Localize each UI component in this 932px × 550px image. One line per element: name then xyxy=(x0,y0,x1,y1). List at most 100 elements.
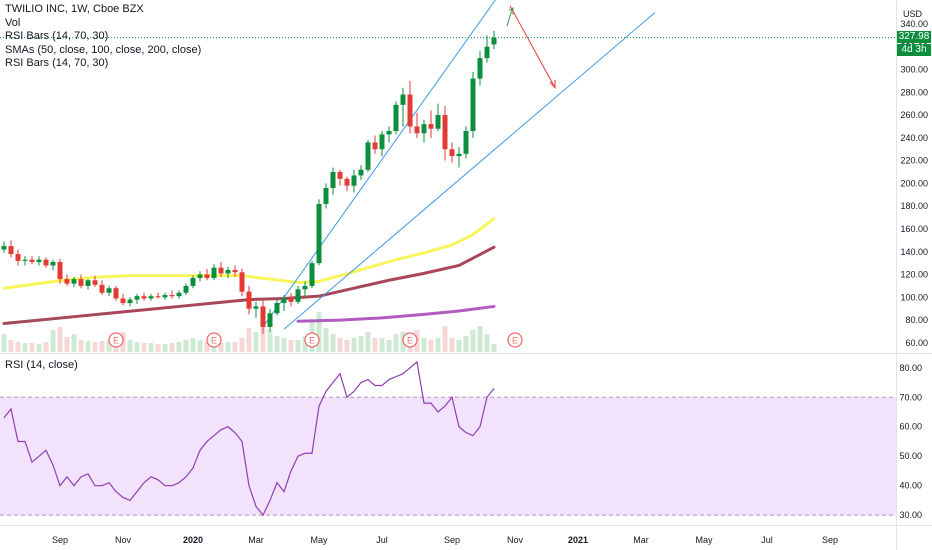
volume-bar xyxy=(386,340,392,352)
candle-body xyxy=(8,246,14,255)
volume-bar xyxy=(274,336,280,352)
price-tick-label: 160.00 xyxy=(900,224,928,234)
candle-body xyxy=(225,269,231,274)
last-price-badge: 327.98 xyxy=(897,31,931,43)
volume-bar xyxy=(449,338,455,352)
volume-bar xyxy=(155,344,161,352)
time-tick-label: Nov xyxy=(115,535,132,545)
symbol-title[interactable]: TWILIO INC, 1W, Cboe BZX xyxy=(5,3,144,15)
candle-body xyxy=(351,175,357,186)
earnings-marker xyxy=(304,332,320,348)
candle-body xyxy=(484,46,490,59)
earnings-marker-label: E xyxy=(512,336,518,346)
volume-bar xyxy=(22,343,28,352)
candle-body xyxy=(36,259,42,263)
price-tick-label: 140.00 xyxy=(900,247,928,257)
candle-body xyxy=(260,306,266,327)
countdown-badge: 4d 3h xyxy=(897,44,931,56)
price-tick-label: 120.00 xyxy=(900,270,928,280)
time-tick-label: Mar xyxy=(633,535,649,545)
volume-bar xyxy=(15,342,21,352)
volume-bar xyxy=(225,342,231,352)
volume-bar xyxy=(141,343,147,352)
volume-bar xyxy=(99,341,105,352)
volume-bar xyxy=(134,342,140,352)
candle-body xyxy=(1,246,7,250)
earnings-marker-label: E xyxy=(309,336,315,346)
candle-body xyxy=(106,288,112,293)
volume-bar xyxy=(316,312,322,352)
rsi-tick-label: 80.00 xyxy=(899,363,922,373)
volume-bar xyxy=(323,328,329,352)
volume-bar xyxy=(379,338,385,352)
sma-indicator-label[interactable]: SMAs (50, close, 100, close, 200, close) xyxy=(5,43,202,56)
rsi-band-fill xyxy=(0,397,896,516)
volume-bar xyxy=(162,344,168,352)
volume-bar xyxy=(36,344,42,352)
rsi-bars-indicator-label-2[interactable]: RSI Bars (14, 70, 30) xyxy=(5,57,109,69)
volume-bar xyxy=(463,336,469,352)
volume-bar xyxy=(64,337,70,352)
price-tick-label: 200.00 xyxy=(900,178,928,188)
price-tick-label: 240.00 xyxy=(900,133,928,143)
rsi-pane-title[interactable]: RSI (14, close) xyxy=(5,359,78,371)
candle-body xyxy=(155,296,161,298)
volume-indicator-label[interactable]: Vol xyxy=(5,16,21,29)
chart-legend: TWILIO INC, 1W, Cboe BZX Vol RSI Bars (1… xyxy=(5,3,201,71)
price-tick-label: 260.00 xyxy=(900,110,928,120)
volume-bar xyxy=(477,326,483,352)
candle-body xyxy=(211,267,217,278)
candle-body xyxy=(92,280,98,285)
time-tick-label: Mar xyxy=(248,535,264,545)
candle-body xyxy=(414,126,420,134)
earnings-marker xyxy=(108,332,124,348)
volume-bar xyxy=(169,343,175,352)
rsi-line xyxy=(3,360,495,517)
volume-bar xyxy=(57,327,63,352)
earnings-marker-label: E xyxy=(113,336,119,346)
candle-body xyxy=(120,298,126,304)
volume-bar xyxy=(106,340,112,352)
rsi-tick-label: 40.00 xyxy=(899,481,922,491)
candle-body xyxy=(134,296,140,300)
time-tick-label: Sep xyxy=(52,535,68,545)
volume-bar xyxy=(1,334,7,352)
price-tick-label: 220.00 xyxy=(900,156,928,166)
projection-up-arrowhead xyxy=(508,7,514,15)
volume-bar xyxy=(435,338,441,352)
volume-bar xyxy=(183,340,189,352)
candle-body xyxy=(372,142,378,150)
volume-bar xyxy=(372,338,378,352)
candle-body xyxy=(281,298,287,304)
volume-bar xyxy=(92,342,98,352)
price-tick-label: 180.00 xyxy=(900,201,928,211)
candle-body xyxy=(169,295,175,297)
time-tick-label: Jul xyxy=(761,535,773,545)
sma50-line xyxy=(2,217,496,290)
candle-body xyxy=(57,262,63,280)
volume-bar xyxy=(358,336,364,352)
volume-bar xyxy=(260,322,266,352)
volume-bar xyxy=(218,343,224,352)
candle-body xyxy=(43,259,49,266)
volume-bar xyxy=(78,340,84,352)
candle-body xyxy=(99,284,105,293)
channel-lower-line xyxy=(283,12,656,330)
rsi-bars-indicator-label[interactable]: RSI Bars (14, 70, 30) xyxy=(5,30,109,42)
volume-bar xyxy=(43,342,49,352)
volume-bar xyxy=(351,338,357,352)
candle-body xyxy=(421,124,427,134)
candle-body xyxy=(463,131,469,154)
candle-body xyxy=(316,203,322,264)
rsi-tick-label: 60.00 xyxy=(899,422,922,432)
volume-bar xyxy=(246,328,252,352)
candle-body xyxy=(365,142,371,170)
volume-bar xyxy=(197,340,203,352)
volume-bar xyxy=(442,326,448,352)
time-tick-label: 2021 xyxy=(568,535,588,545)
time-tick-label: 2020 xyxy=(183,535,203,545)
candle-body xyxy=(295,289,301,302)
volume-bar xyxy=(253,332,259,352)
candle-body xyxy=(22,259,28,261)
